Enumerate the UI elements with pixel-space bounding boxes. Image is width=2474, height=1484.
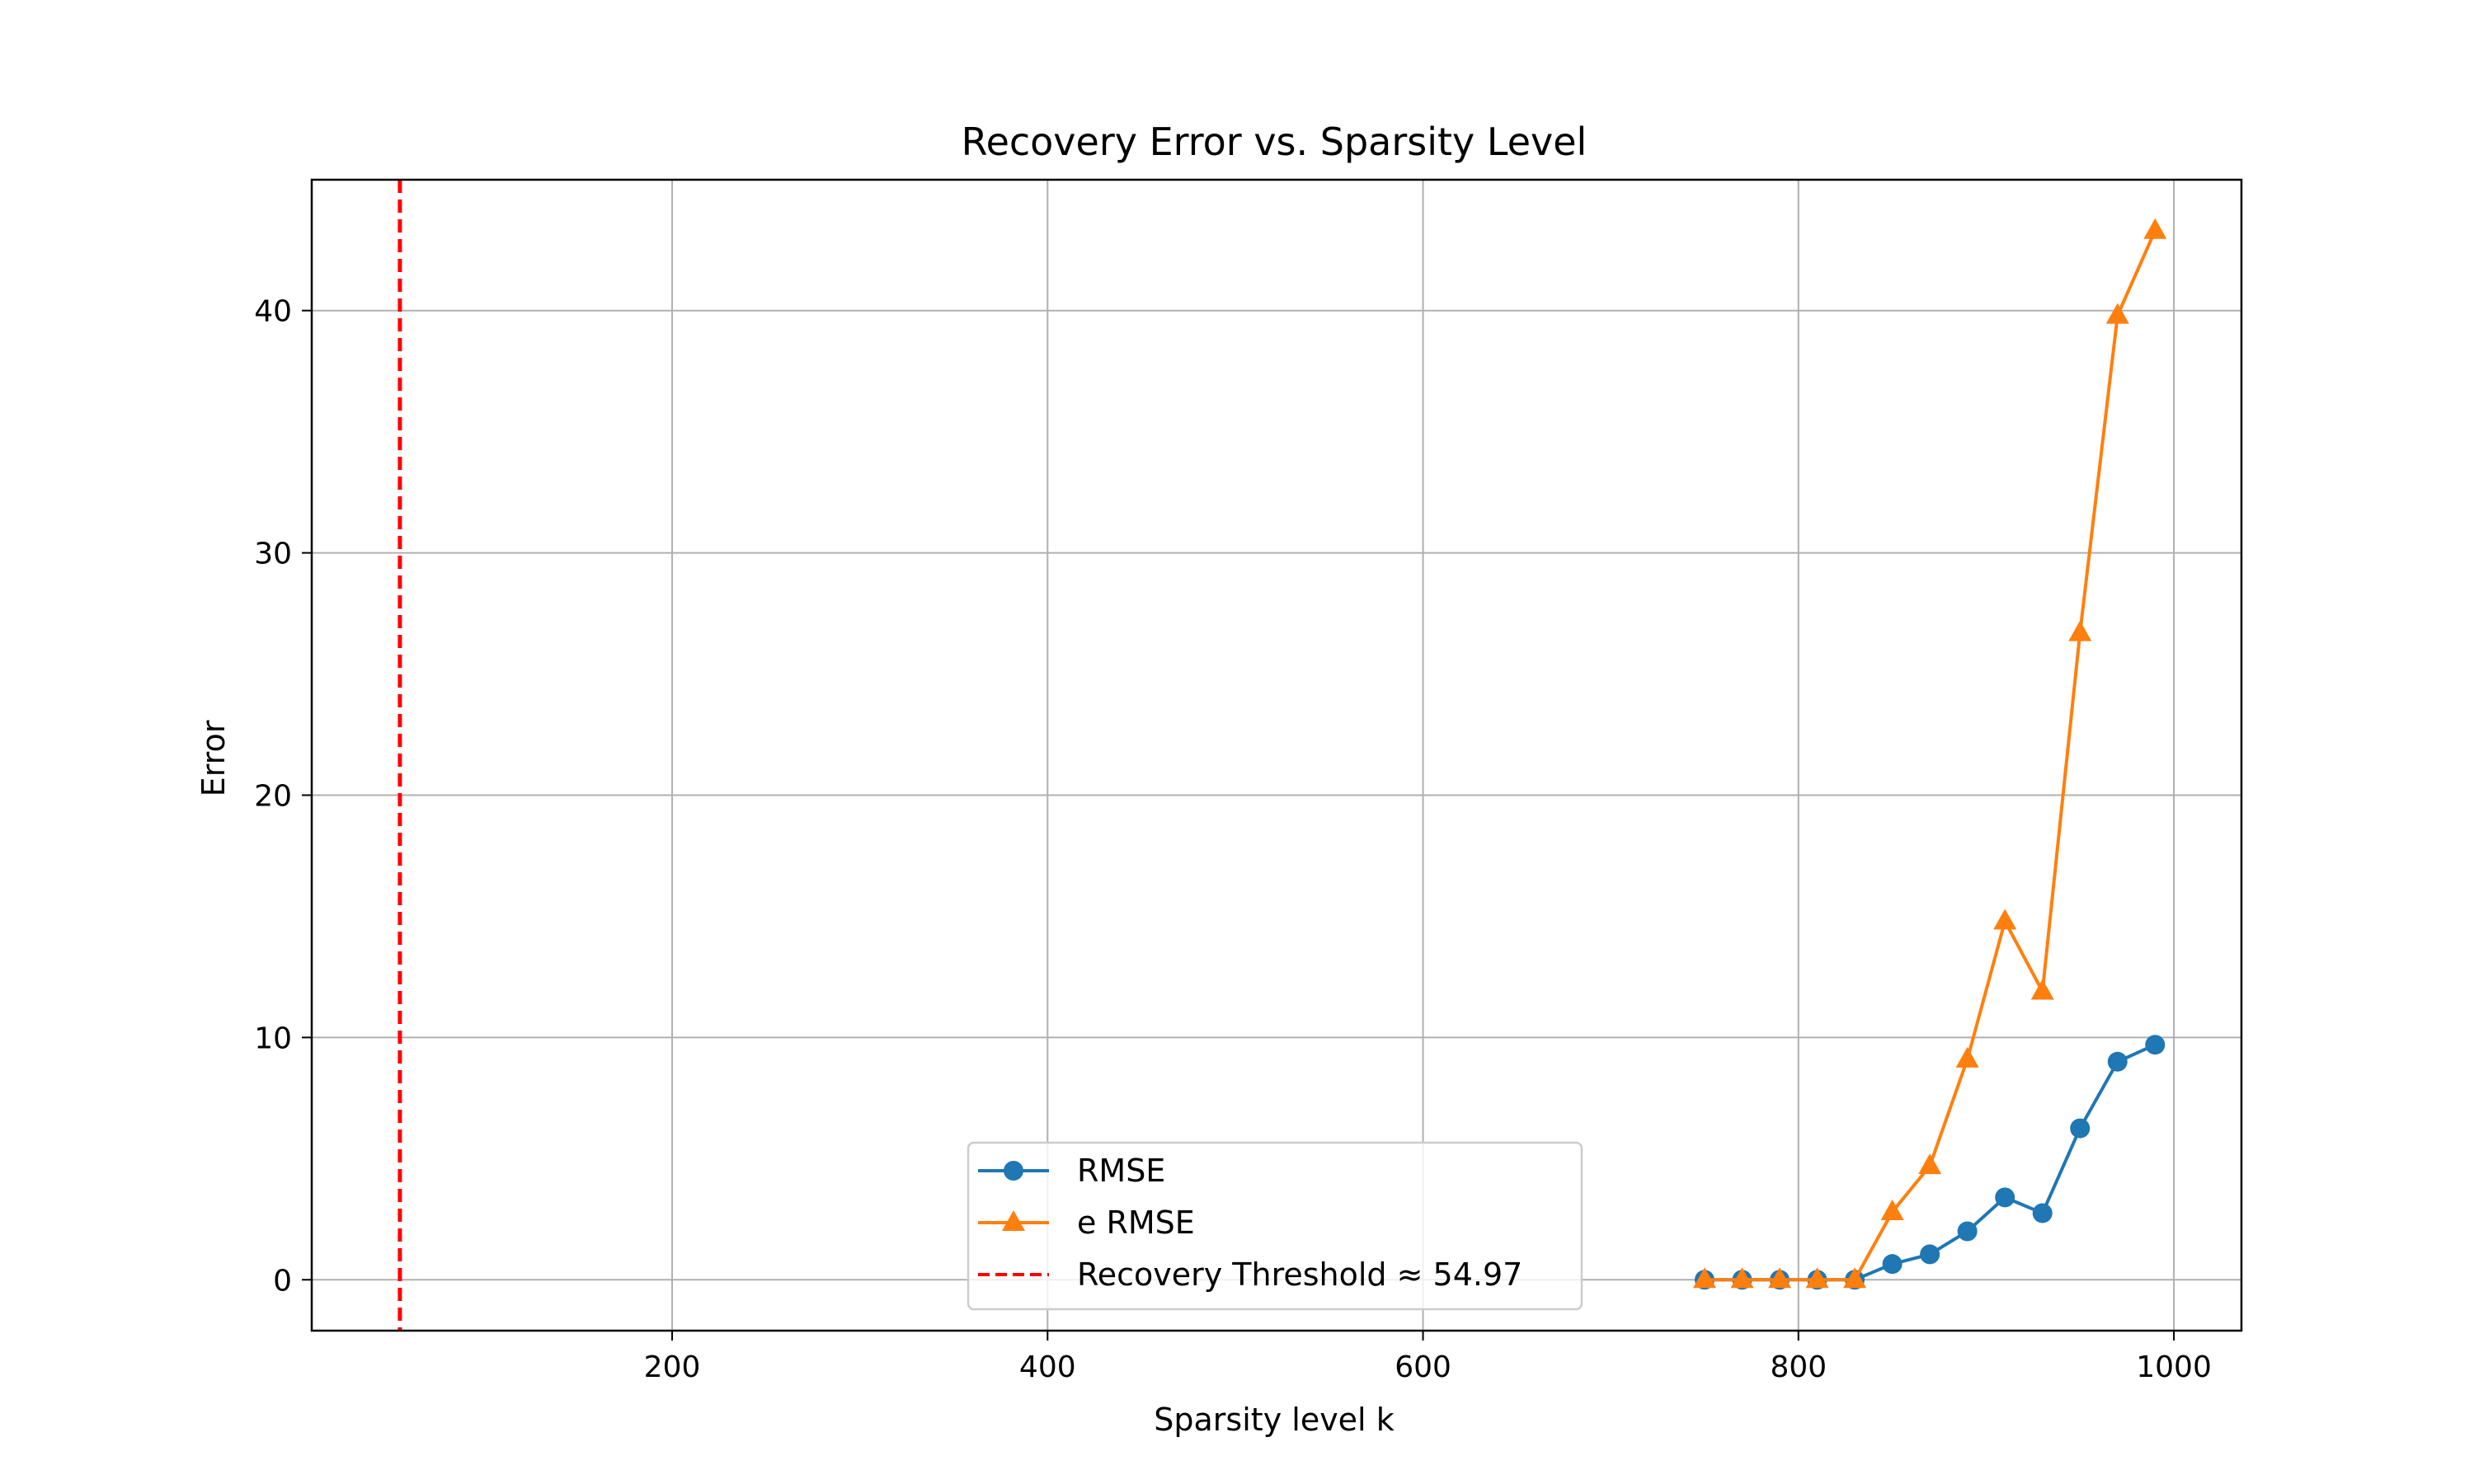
- x-tick-label: 200: [644, 1350, 701, 1384]
- legend-label-rmse: RMSE: [1077, 1153, 1165, 1189]
- legend-box: [967, 1141, 1583, 1311]
- y-tick-label: 30: [254, 538, 292, 571]
- data-point-e-rmse: [1805, 1267, 1829, 1289]
- plot-frame: [310, 178, 2243, 1332]
- data-point-e-rmse: [2068, 620, 2092, 641]
- data-point-rmse: [2032, 1203, 2053, 1223]
- chart-title: Recovery Error vs. Sparsity Level: [962, 120, 1587, 164]
- data-point-e-rmse: [1843, 1267, 1867, 1289]
- data-point-e-rmse: [1955, 1046, 1979, 1068]
- data-point-rmse: [1995, 1187, 2015, 1208]
- legend-label-threshold: Recovery Threshold ≈ 54.97: [1077, 1256, 1522, 1293]
- y-tick-label: 10: [254, 1021, 292, 1055]
- y-axis: 0 10 20 30 40: [254, 295, 312, 1298]
- legend-item-e-rmse: e RMSE: [978, 1205, 1195, 1241]
- y-tick-label: 40: [254, 295, 292, 329]
- legend-label-e-rmse: e RMSE: [1077, 1205, 1195, 1241]
- x-tick-label: 1000: [2136, 1350, 2212, 1384]
- data-point-e-rmse: [1692, 1267, 1716, 1289]
- data-point-rmse: [2145, 1035, 2166, 1055]
- data-point-e-rmse: [2143, 218, 2167, 239]
- legend-item-threshold: Recovery Threshold ≈ 54.97: [978, 1256, 1522, 1293]
- legend-item-rmse: RMSE: [978, 1153, 1165, 1189]
- data-point-rmse: [1920, 1244, 1940, 1265]
- data-point-e-rmse: [2030, 979, 2054, 1000]
- x-tick-label: 600: [1395, 1350, 1451, 1384]
- x-tick-label: 800: [1770, 1350, 1827, 1384]
- series-e-rmse: [1692, 218, 2167, 1289]
- legend: RMSE e RMSE Recovery Threshold ≈ 54.97: [967, 1141, 1583, 1311]
- data-point-rmse: [2070, 1118, 2091, 1139]
- data-point-e-rmse: [1768, 1267, 1792, 1289]
- data-point-rmse: [2107, 1051, 2128, 1072]
- data-point-e-rmse: [1730, 1267, 1754, 1289]
- data-point-rmse: [1957, 1221, 1978, 1242]
- y-tick-label: 20: [254, 779, 292, 813]
- data-point-e-rmse: [1918, 1153, 1942, 1175]
- data-point-e-rmse: [1993, 909, 2017, 930]
- data-point-e-rmse: [2105, 303, 2129, 324]
- x-axis: 200 400 600 800 1000: [644, 1331, 2212, 1384]
- legend-marker-rmse: [1004, 1161, 1023, 1181]
- x-axis-label: Sparsity level k: [1154, 1402, 1394, 1438]
- series-layer: [1692, 218, 2167, 1290]
- y-axis-label: Error: [195, 720, 232, 796]
- data-point-rmse: [1882, 1254, 1903, 1275]
- y-tick-label: 0: [273, 1264, 292, 1298]
- data-point-e-rmse: [1880, 1199, 1904, 1220]
- legend-marker-e-rmse: [1002, 1210, 1025, 1231]
- x-tick-label: 400: [1019, 1350, 1076, 1384]
